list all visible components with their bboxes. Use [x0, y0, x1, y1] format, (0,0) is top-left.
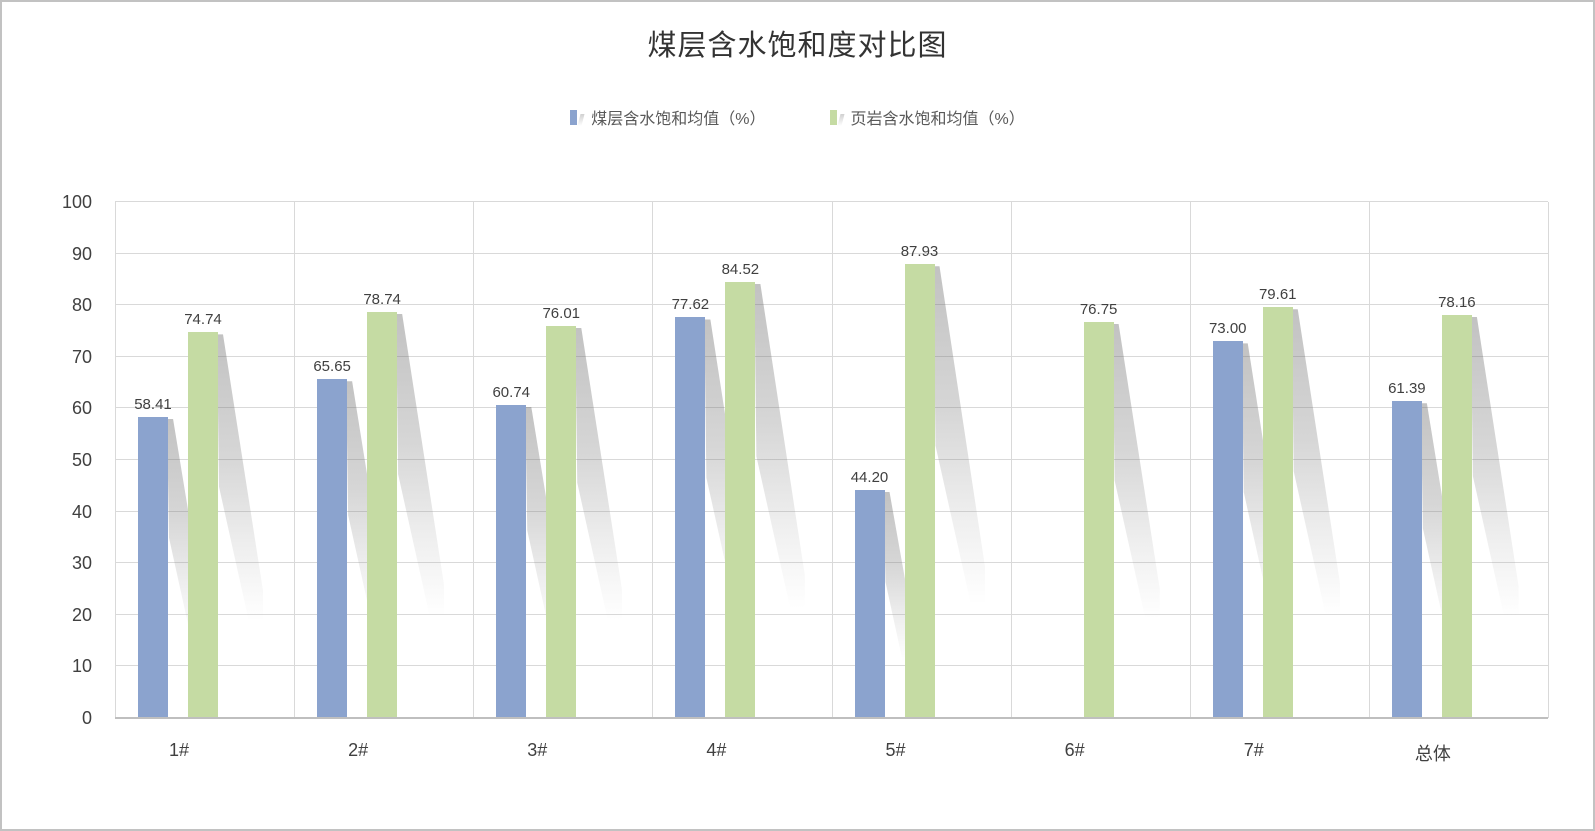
gridline-h [115, 459, 1548, 460]
y-tick-label: 50 [71, 450, 92, 470]
bar-value-label: 60.74 [492, 383, 531, 401]
y-tick-label: 70 [71, 346, 92, 367]
gridline-h [115, 562, 1548, 564]
legend-marker-icon [829, 109, 837, 125]
bar-shadow [1112, 323, 1160, 625]
bar-value-label: 44.20 [850, 468, 889, 486]
bar-页岩含水饱和均值（%）-6# [1083, 321, 1114, 718]
bar-shadow [933, 266, 986, 611]
bar-页岩含水饱和均值（%）-1# [188, 332, 218, 718]
bar-页岩含水饱和均值（%）-3# [546, 325, 577, 718]
gridline-v [1369, 202, 1370, 718]
legend-item-shale-series: 页岩含水饱和均值（%） [829, 105, 1025, 129]
bar-煤层含水饱和均值（%）-4# [675, 317, 706, 718]
y-tick-label: 90 [71, 243, 92, 264]
chart-title: 煤层含水饱和度对比图 [647, 30, 948, 62]
gridline-h [115, 252, 1548, 254]
bar-页岩含水饱和均值（%）-4# [725, 281, 756, 718]
gridline-v [1011, 202, 1012, 718]
legend-marker-icon [570, 109, 578, 125]
gridline-v [652, 202, 653, 718]
gridline-v [1190, 202, 1191, 718]
bar-煤层含水饱和均值（%）-总体 [1391, 401, 1422, 718]
bar-页岩含水饱和均值（%）-2# [367, 311, 398, 718]
bar-value-label: 78.74 [363, 290, 401, 308]
bar-value-label: 73.00 [1208, 320, 1247, 338]
legend-marker-shadow-icon [837, 114, 844, 126]
y-tick-label: 80 [71, 295, 92, 316]
legend-label: 页岩含水饱和均值（%） [850, 111, 1025, 128]
gridline-h [115, 407, 1548, 409]
gridline-h [115, 355, 1548, 357]
bar-煤层含水饱和均值（%）-3# [496, 404, 527, 718]
gridline-v [832, 202, 833, 718]
bar-value-label: 58.41 [134, 395, 172, 413]
y-tick-label: 20 [71, 604, 92, 625]
legend: 煤层含水饱和均值（%） 页岩含水饱和均值（%） [2, 105, 1593, 129]
bar-煤层含水饱和均值（%）-1# [138, 416, 168, 718]
bar-煤层含水饱和均值（%）-2# [317, 379, 348, 718]
bar-页岩含水饱和均值（%）-7# [1262, 307, 1293, 718]
bar-value-label: 65.65 [313, 358, 351, 376]
gridline-h [115, 613, 1548, 615]
legend-label: 煤层含水饱和均值（%） [591, 111, 766, 128]
plot-area: 58.41 65.65 60.74 77.62 44.20 73.00 61.39 74.74… [115, 201, 1549, 719]
y-tick-label: 100 [61, 192, 92, 212]
x-category-label: 5# [885, 740, 906, 760]
y-tick-label: 30 [71, 553, 92, 574]
bar-shadow [754, 283, 805, 616]
gridline-h [115, 304, 1548, 306]
gridline-v [294, 202, 295, 718]
bar-shadow [396, 313, 445, 623]
x-category-label: 1# [168, 740, 190, 760]
bar-shadow [217, 334, 264, 628]
y-tick-label: 10 [71, 656, 92, 677]
bar-value-label: 87.93 [900, 243, 939, 261]
gridline-v [473, 202, 474, 718]
bar-value-label: 77.62 [671, 296, 710, 314]
gridline-h [115, 665, 1548, 667]
x-category-label: 2# [348, 740, 369, 760]
gridline-h [115, 201, 1548, 202]
x-category-label: 4# [706, 740, 727, 760]
gridline-h [115, 510, 1548, 512]
x-axis-line [115, 717, 1548, 719]
x-category-label: 7# [1243, 740, 1264, 760]
bar-value-label: 76.01 [542, 304, 581, 322]
x-category-label: 3# [527, 740, 548, 760]
bar-value-label: 79.61 [1258, 286, 1297, 304]
y-tick-label: 0 [81, 708, 92, 728]
bar-shadow [575, 327, 622, 626]
bar-煤层含水饱和均值（%）-7# [1212, 341, 1243, 718]
y-tick-label: 40 [71, 501, 92, 522]
gridline-v [115, 202, 116, 718]
gridline-v [1548, 202, 1549, 718]
legend-item-coal-series: 煤层含水饱和均值（%） [570, 105, 766, 129]
bar-煤层含水饱和均值（%）-5# [854, 489, 885, 718]
bar-页岩含水饱和均值（%）-总体 [1441, 314, 1472, 718]
y-tick-label: 60 [71, 398, 92, 419]
bar-value-label: 84.52 [721, 260, 760, 278]
bar-value-label: 61.39 [1388, 380, 1426, 398]
legend-marker-shadow-icon [577, 114, 585, 126]
bar-value-label: 76.75 [1079, 300, 1118, 318]
bar-shadow [1470, 316, 1519, 623]
bar-页岩含水饱和均值（%）-5# [904, 264, 935, 718]
bar-value-label: 74.74 [184, 311, 222, 329]
x-category-label: 总体 [1414, 744, 1451, 764]
x-category-label: 6# [1064, 740, 1085, 760]
bar-value-label: 78.16 [1438, 293, 1476, 311]
